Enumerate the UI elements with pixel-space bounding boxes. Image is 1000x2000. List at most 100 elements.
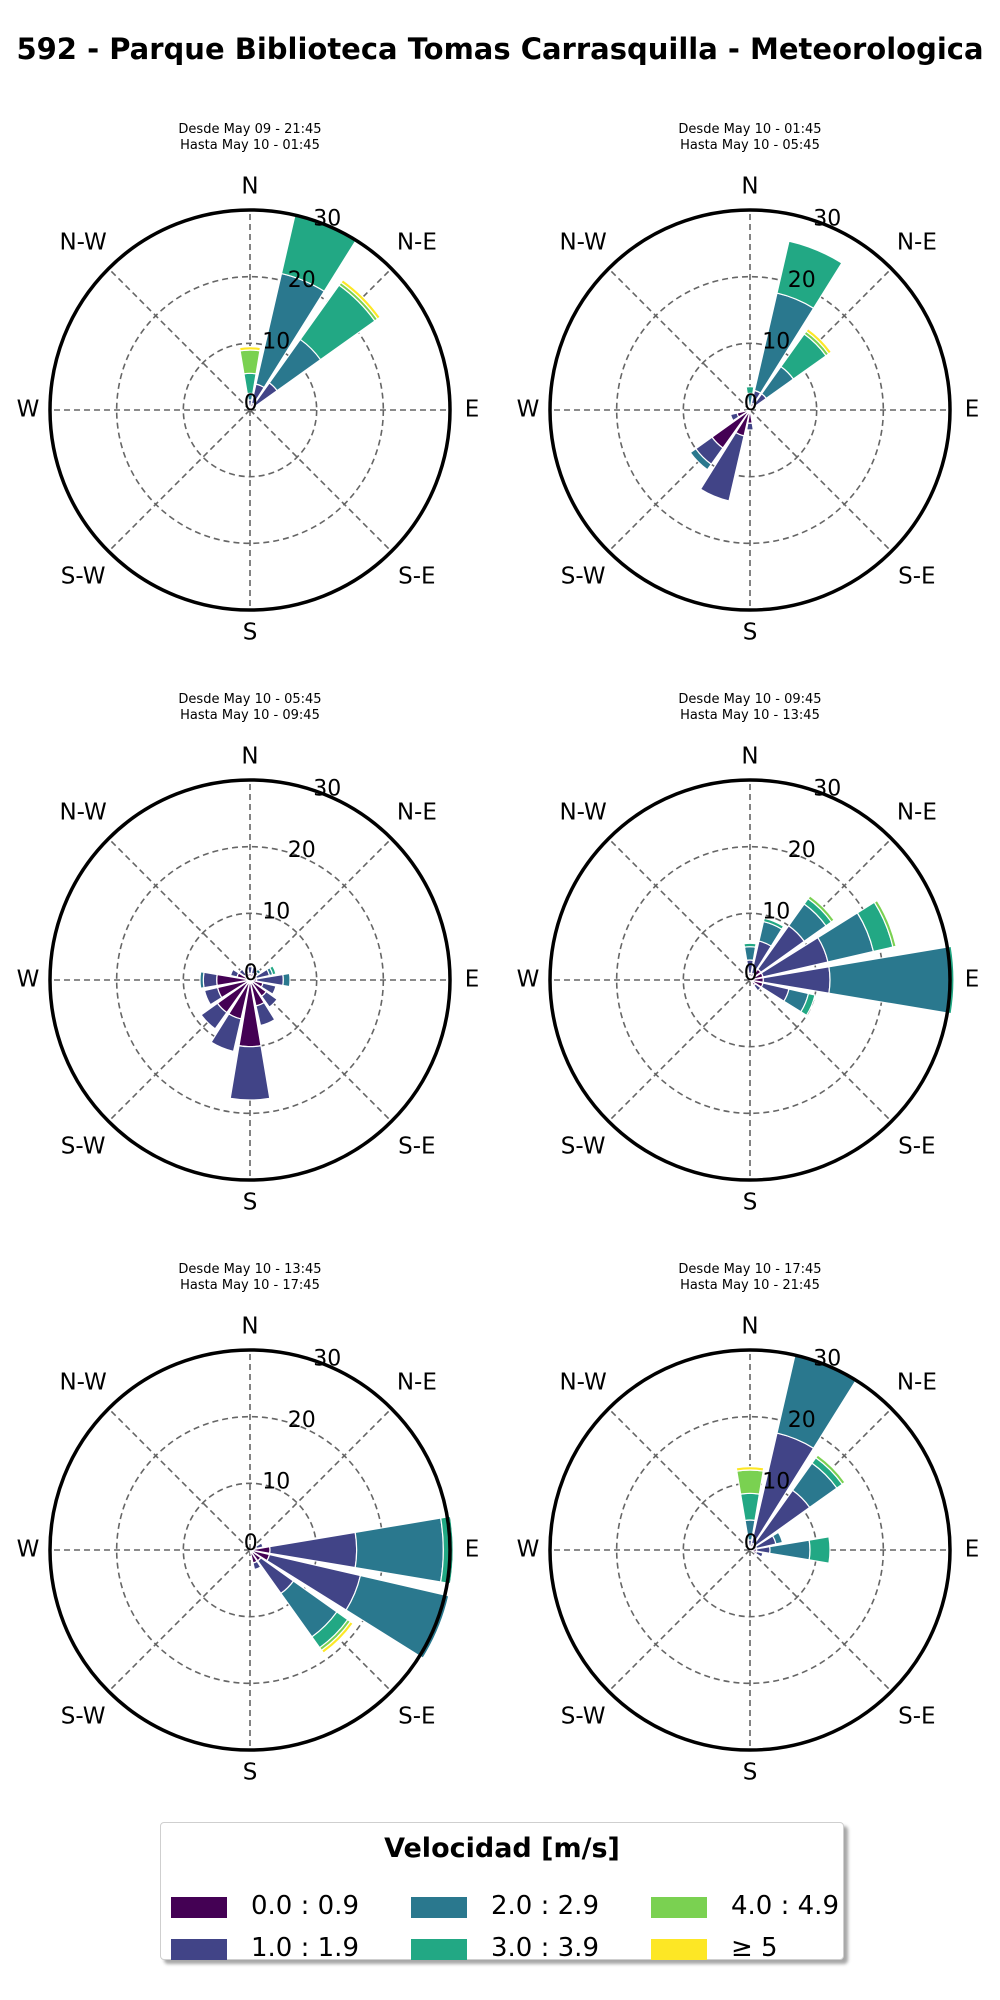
windrose-bar-segment <box>202 971 218 989</box>
legend-label: 3.0 : 3.9 <box>491 1933 599 1963</box>
radial-tick-label: 30 <box>813 1346 841 1371</box>
direction-label: W <box>517 967 540 993</box>
outer-ring <box>48 1348 452 1752</box>
windrose-panel: Desde May 10 - 13:45 Hasta May 10 - 17:45… <box>0 1262 500 1885</box>
legend-swatch <box>651 1897 707 1918</box>
legend-swatch <box>171 1897 227 1918</box>
radial-tick-label: 20 <box>288 268 316 293</box>
windrose-bar-segment <box>268 965 277 976</box>
legend-swatch <box>651 1939 707 1960</box>
windrose-bar-segment <box>282 972 291 988</box>
radial-tick-label: 30 <box>813 206 841 231</box>
radial-tick-label: 30 <box>813 776 841 801</box>
radial-tick-label: 30 <box>313 206 341 231</box>
direction-label: S-E <box>398 563 435 589</box>
windrose-svg: 0 10 20 30 N N-E E S-E S S-W W N-W <box>517 1315 980 1786</box>
windrose-bar-segment <box>745 386 755 395</box>
windrose-bar-segment <box>229 1045 271 1101</box>
panel-subtitle-from: Desde May 10 - 01:45 <box>678 122 822 137</box>
windrose-bar-segment <box>805 327 833 355</box>
outer-ring <box>48 778 452 1182</box>
direction-label: N-W <box>59 800 106 826</box>
windrose-bar-segment <box>255 1001 276 1027</box>
direction-label: S-W <box>61 1703 106 1729</box>
radial-tick-label: 0 <box>744 961 758 986</box>
direction-label: S-E <box>898 1133 935 1159</box>
grid-spoke <box>608 1408 751 1551</box>
windrose-bar-segment <box>340 278 382 320</box>
windrose-bar-segment <box>449 1515 455 1585</box>
radial-tick-label: 20 <box>788 1408 816 1433</box>
direction-label: N <box>241 175 258 200</box>
legend-label: ≥ 5 <box>731 1933 778 1963</box>
radial-tick-label: 10 <box>262 900 290 925</box>
grid-spoke <box>249 409 392 552</box>
grid-spoke <box>749 979 892 1122</box>
direction-label: S-E <box>898 563 935 589</box>
direction-label: S-W <box>561 1703 606 1729</box>
direction-label: N <box>241 1315 258 1340</box>
direction-label: N-E <box>897 1370 937 1396</box>
direction-label: S-E <box>898 1703 935 1729</box>
windrose-bar-segment <box>735 1466 765 1472</box>
legend-label: 0.0 : 0.9 <box>251 1891 359 1921</box>
direction-label: E <box>465 1537 480 1563</box>
windrose-bar-segment <box>238 968 247 977</box>
direction-label: S <box>743 1760 758 1786</box>
direction-label: W <box>17 1537 40 1563</box>
outer-ring <box>548 778 952 1182</box>
direction-label: N-E <box>397 1370 437 1396</box>
grid-spoke <box>749 1549 892 1692</box>
windrose-panel: Desde May 10 - 09:45 Hasta May 10 - 13:45… <box>500 692 1000 1315</box>
radial-tick-label: 30 <box>313 776 341 801</box>
grid-spoke <box>108 1549 251 1692</box>
windrose-bar-segment <box>200 1002 228 1030</box>
windrose-bar-segment <box>729 412 740 422</box>
direction-label: S <box>743 620 758 646</box>
direction-label: E <box>965 967 980 993</box>
windrose-bar-segment <box>254 968 262 976</box>
windrose-bar-segment <box>689 447 713 471</box>
radial-tick-label: 0 <box>244 961 258 986</box>
windrose-panel: Desde May 10 - 05:45 Hasta May 10 - 09:45… <box>0 692 500 1315</box>
outer-ring <box>48 208 452 612</box>
direction-label: E <box>465 967 480 993</box>
grid-circle <box>682 342 818 478</box>
windrose-bar-segment <box>247 966 253 975</box>
windrose-bar-segment <box>203 986 223 1006</box>
windrose-svg: 0 10 20 30 N N-E E S-E S S-W W N-W <box>17 745 480 1216</box>
direction-label: W <box>517 1537 540 1563</box>
legend-label: 2.0 : 2.9 <box>491 1891 599 1921</box>
direction-label: W <box>17 967 40 993</box>
radial-tick-label: 0 <box>244 391 258 416</box>
windrose-bar-segment <box>762 917 785 930</box>
windrose-bar-segment <box>199 971 205 989</box>
windrose-bar-segment <box>776 240 843 310</box>
windrose-bar-segment <box>814 1454 846 1486</box>
grid-spoke <box>608 979 751 1122</box>
direction-label: N-W <box>559 800 606 826</box>
windrose-bar-segment <box>229 968 240 978</box>
panel-subtitle-from: Desde May 09 - 21:45 <box>178 122 322 137</box>
windrose-bar-segment <box>771 1531 784 1545</box>
grid-spoke <box>608 1549 751 1692</box>
legend-swatch <box>411 1939 467 1960</box>
radial-tick-label: 10 <box>262 1470 290 1495</box>
windrose-svg: 0 10 20 30 N N-E E S-E S S-W W N-W <box>517 745 980 1216</box>
windrose-bar-segment <box>250 966 258 976</box>
windrose-svg: 0 10 20 30 N N-E E S-E S S-W W N-W <box>17 1315 480 1786</box>
direction-label: W <box>17 397 40 423</box>
direction-label: S <box>243 620 258 646</box>
direction-label: S <box>243 1760 258 1786</box>
direction-label: S-W <box>61 563 106 589</box>
legend-swatch <box>171 1939 227 1960</box>
direction-label: N-E <box>397 230 437 256</box>
legend-label: 4.0 : 4.9 <box>731 1891 839 1921</box>
windrose-bar-segment <box>808 1536 831 1564</box>
grid-spoke <box>108 1408 251 1551</box>
radial-tick-label: 10 <box>762 1470 790 1495</box>
direction-label: N <box>741 745 758 770</box>
direction-label: N <box>241 745 258 770</box>
direction-label: S <box>243 1190 258 1216</box>
direction-label: N <box>741 1315 758 1340</box>
